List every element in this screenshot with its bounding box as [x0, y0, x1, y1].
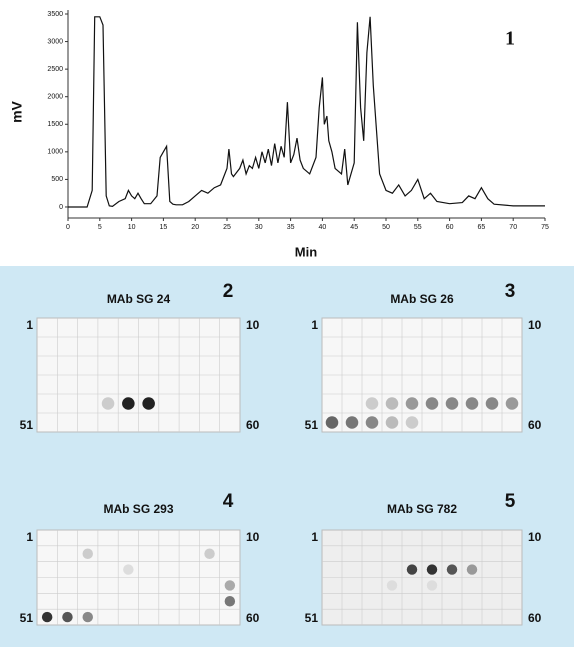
blot-dot: [345, 416, 359, 429]
blot-dot: [485, 397, 499, 410]
blot-corner-label: 10: [246, 318, 260, 332]
blot-dot: [122, 397, 135, 410]
blot-title: MAb SG 782: [387, 502, 457, 516]
blot-title: MAb SG 24: [107, 292, 171, 306]
blot-dot: [505, 397, 519, 410]
blot-corner-label: 51: [20, 611, 34, 625]
x-tick-label: 10: [128, 224, 136, 231]
x-tick-label: 0: [66, 224, 70, 231]
y-tick-label: 1500: [47, 121, 63, 128]
blot-dot: [445, 397, 459, 410]
blot-dot: [406, 564, 418, 575]
blot-dot: [446, 564, 458, 575]
blot-corner-label: 51: [305, 611, 319, 625]
x-tick-label: 55: [414, 224, 422, 231]
blot-panel-label: 4: [223, 491, 234, 512]
blot-corner-label: 1: [26, 318, 33, 332]
blot-dot: [82, 611, 93, 623]
y-tick-label: 1000: [47, 149, 63, 156]
blot-dot: [385, 397, 399, 410]
blot-dot: [224, 580, 236, 591]
blot-dot: [386, 580, 398, 591]
y-tick-label: 3500: [47, 11, 63, 18]
x-tick-label: 25: [223, 224, 231, 231]
blot-corner-label: 10: [246, 530, 260, 544]
blot-panel-label: 5: [505, 491, 516, 512]
blot-corner-label: 1: [26, 530, 33, 544]
blot-title: MAb SG 293: [103, 502, 173, 516]
y-tick-label: 2000: [47, 94, 63, 101]
panel-label: 1: [505, 28, 515, 50]
blot-dot: [142, 397, 155, 410]
y-tick-label: 3000: [47, 38, 63, 45]
blot-dot: [82, 548, 93, 559]
blot-dot: [426, 564, 438, 575]
blot-dot: [123, 564, 134, 575]
x-tick-label: 40: [319, 224, 327, 231]
x-tick-label: 15: [160, 224, 168, 231]
blot-dot: [426, 580, 438, 591]
blot-panel-label: 3: [505, 281, 516, 302]
blot-corner-label: 51: [305, 418, 319, 432]
blot-dot: [41, 611, 53, 623]
x-tick-label: 45: [350, 224, 358, 231]
x-tick-label: 65: [478, 224, 486, 231]
x-tick-label: 5: [98, 224, 102, 231]
y-tick-label: 0: [59, 204, 63, 211]
blot-corner-label: 1: [311, 530, 318, 544]
blot-dot: [465, 397, 479, 410]
y-tick-label: 2500: [47, 66, 63, 73]
blot-corner-label: 10: [528, 318, 542, 332]
x-axis-label: Min: [295, 244, 317, 259]
x-tick-label: 60: [446, 224, 454, 231]
x-tick-label: 70: [509, 224, 517, 231]
blot-dot: [425, 397, 439, 410]
x-tick-label: 50: [382, 224, 390, 231]
blot-dot: [101, 397, 115, 410]
y-axis-label: mV: [9, 100, 25, 122]
x-tick-label: 35: [287, 224, 295, 231]
blot-dot: [62, 611, 73, 623]
x-tick-label: 30: [255, 224, 263, 231]
blot-dot: [224, 596, 236, 607]
blot-dot: [405, 416, 419, 429]
blot-corner-label: 1: [311, 318, 318, 332]
x-tick-label: 20: [191, 224, 199, 231]
blot-panel-label: 2: [223, 281, 234, 302]
blot-corner-label: 60: [528, 418, 542, 432]
blot-corner-label: 60: [246, 611, 260, 625]
blot-dot: [365, 397, 379, 410]
blot-dot: [365, 416, 379, 429]
blot-dot: [405, 397, 419, 410]
blot-corner-label: 60: [528, 611, 542, 625]
blot-corner-label: 10: [528, 530, 542, 544]
blot-dot: [385, 416, 399, 429]
blot-title: MAb SG 26: [390, 292, 454, 306]
blot-dot: [466, 564, 478, 575]
blot-corner-label: 51: [20, 418, 34, 432]
blot-dot: [204, 548, 215, 559]
blot-corner-label: 60: [246, 418, 260, 432]
blot-dot: [325, 416, 339, 429]
chromatogram-trace: [68, 16, 545, 208]
y-tick-label: 500: [51, 176, 63, 183]
x-tick-label: 75: [541, 224, 549, 231]
